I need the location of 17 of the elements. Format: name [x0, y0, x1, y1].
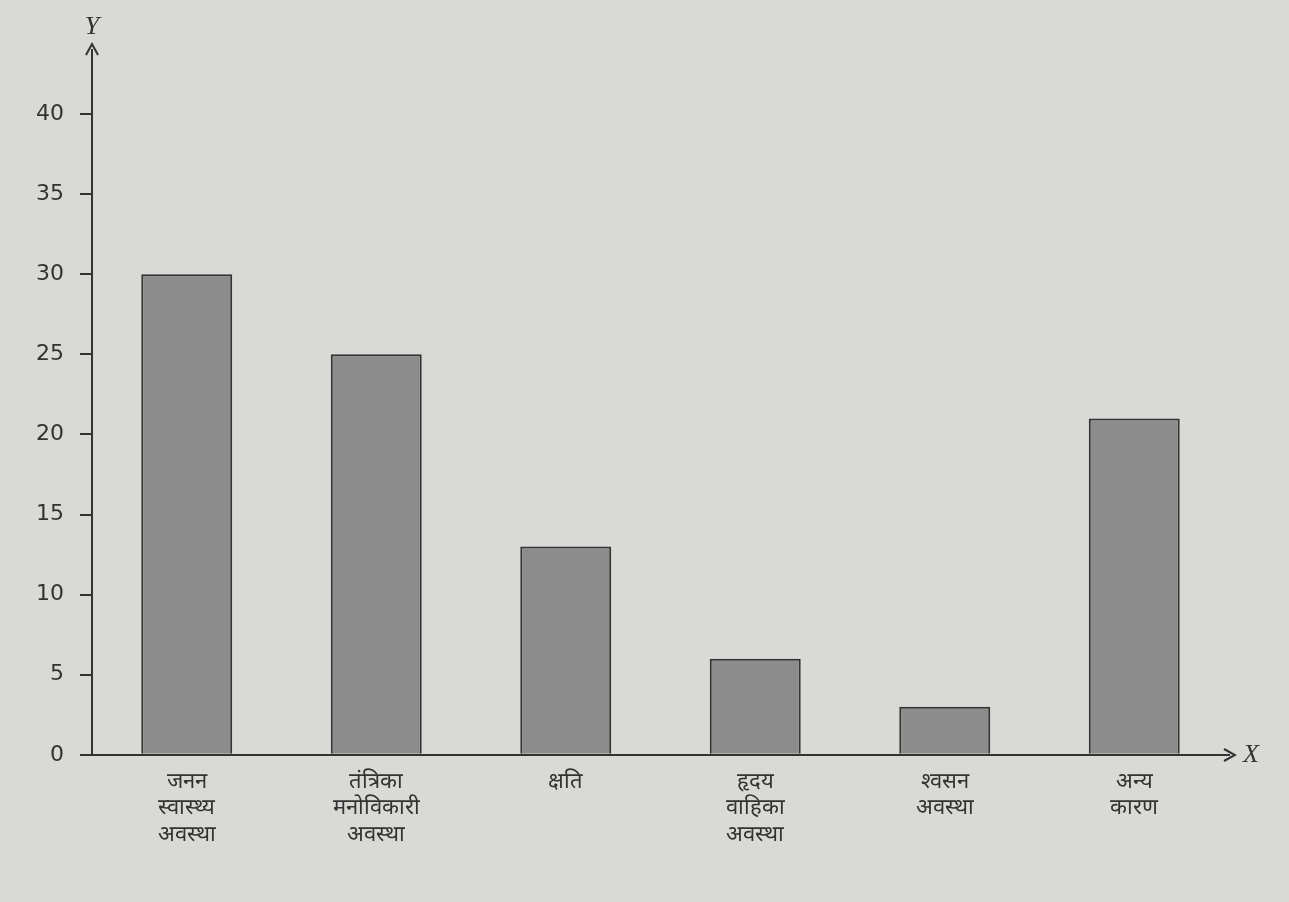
y-tick-label: 20	[35, 420, 64, 446]
y-tick-label: 0	[49, 740, 64, 766]
y-tick-label: 30	[35, 259, 64, 285]
y-tick-label: 25	[35, 340, 64, 366]
y-tick-label: 35	[35, 179, 64, 205]
y-tick-label: 5	[49, 660, 64, 686]
x-tick-label: क्षति	[548, 767, 584, 793]
x-tick-label: तंत्रिका मनोविकारी अवस्था	[332, 767, 420, 846]
x-tick-label: जनन स्वास्थ्य अवस्था	[157, 767, 217, 846]
x-axis-title: X	[1242, 738, 1260, 768]
y-tick-label: 15	[35, 500, 64, 526]
y-tick-label: 40	[35, 99, 64, 125]
x-tick-label: श्वसन अवस्था	[915, 767, 974, 820]
y-axis-title: Y	[84, 11, 102, 40]
y-tick-label: 10	[35, 580, 64, 606]
x-tick-label: हृदय वाहिका अवस्था	[725, 767, 785, 846]
x-tick-label: अन्य कारण	[1110, 767, 1160, 820]
